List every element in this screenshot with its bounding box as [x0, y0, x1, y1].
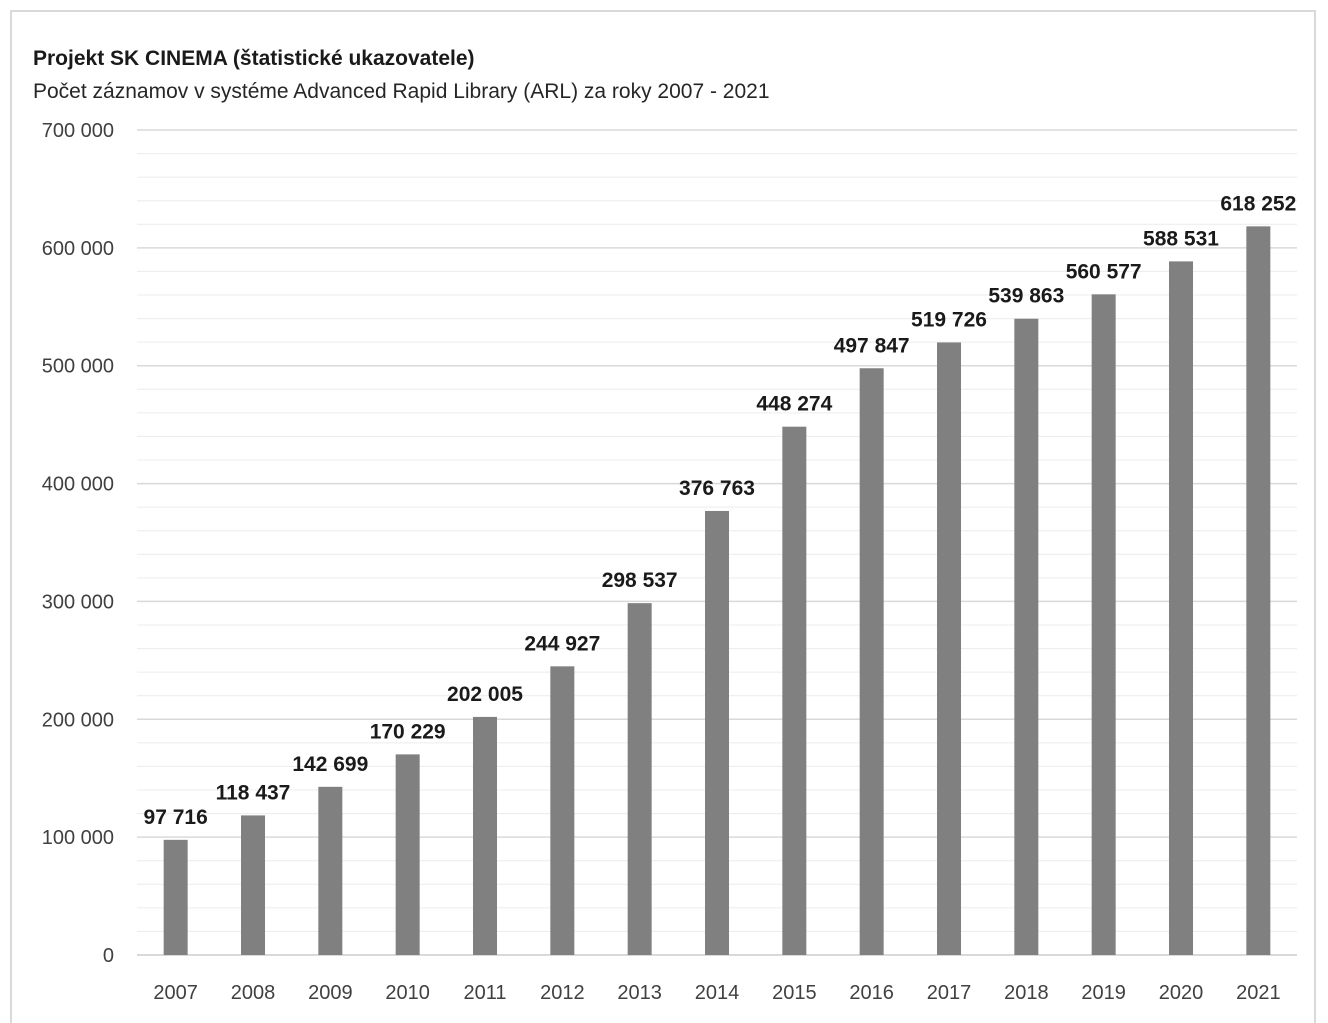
bar-2021 [1246, 226, 1271, 956]
data-label-2016: 497 847 [834, 334, 910, 357]
data-label-2018: 539 863 [988, 285, 1064, 308]
y-tick-label: 100 000 [42, 827, 114, 849]
y-tick-label: 300 000 [42, 591, 114, 613]
data-label-2009: 142 699 [292, 753, 368, 776]
y-tick-label: 200 000 [42, 709, 114, 731]
data-label-2012: 244 927 [524, 632, 600, 655]
bar-2020 [1169, 261, 1193, 956]
data-label-2011: 202 005 [447, 683, 523, 706]
y-tick-label: 0 [103, 945, 114, 967]
data-label-2020: 588 531 [1143, 227, 1219, 250]
x-tick-label: 2013 [617, 982, 662, 1004]
bar-2014 [705, 510, 729, 955]
x-tick-label: 2012 [540, 982, 585, 1004]
y-axis: 0 100 000 200 000 300 000 400 000 500 000 600 … [42, 120, 114, 967]
bar-2013 [627, 603, 652, 955]
data-label-2015: 448 274 [756, 393, 832, 416]
x-tick-label: 2018 [1004, 982, 1049, 1004]
bar-2010 [395, 754, 420, 955]
data-label-2019: 560 577 [1066, 260, 1142, 283]
data-label-2008: 118 437 [216, 781, 291, 804]
bar-2007 [163, 839, 188, 955]
bar-2018 [1014, 318, 1039, 955]
data-label-2007: 97 716 [144, 806, 208, 829]
data-label-2014: 376 763 [679, 477, 755, 500]
bars [163, 226, 1271, 956]
bar-2017 [937, 342, 961, 955]
bar-2016 [859, 368, 884, 956]
y-tick-label: 400 000 [42, 474, 114, 496]
x-tick-label: 2016 [849, 982, 894, 1004]
data-label-2013: 298 537 [602, 569, 678, 592]
x-axis: 2007 2008 2009 2010 2011 2012 2013 2014 2015 2016… [153, 982, 1280, 1004]
bar-2019 [1091, 294, 1116, 956]
x-tick-label: 2014 [695, 982, 740, 1004]
x-tick-label: 2019 [1081, 982, 1126, 1004]
x-tick-label: 2011 [463, 982, 506, 1004]
x-tick-label: 2009 [308, 982, 353, 1004]
chart-subtitle: Počet záznamov v systéme Advanced Rapid … [33, 80, 770, 103]
y-tick-label: 500 000 [42, 356, 114, 378]
x-tick-label: 2015 [772, 982, 817, 1004]
x-tick-label: 2017 [927, 982, 972, 1004]
y-tick-label: 600 000 [42, 238, 114, 260]
chart-title: Projekt SK CINEMA (štatistické ukazovate… [33, 47, 475, 70]
bar-2011 [473, 716, 497, 955]
x-tick-label: 2010 [385, 982, 430, 1004]
data-label-2017: 519 726 [911, 308, 987, 331]
data-label-2021: 618 252 [1220, 192, 1296, 215]
bar-2015 [782, 426, 807, 955]
bar-2009 [318, 786, 343, 955]
bar-2012 [550, 666, 575, 955]
data-label-2010: 170 229 [370, 720, 446, 743]
y-tick-label: 700 000 [42, 120, 114, 142]
x-tick-label: 2021 [1236, 982, 1281, 1004]
bar-2008 [241, 815, 265, 955]
x-tick-label: 2007 [153, 982, 198, 1004]
x-tick-label: 2008 [231, 982, 276, 1004]
x-tick-label: 2020 [1159, 982, 1204, 1004]
